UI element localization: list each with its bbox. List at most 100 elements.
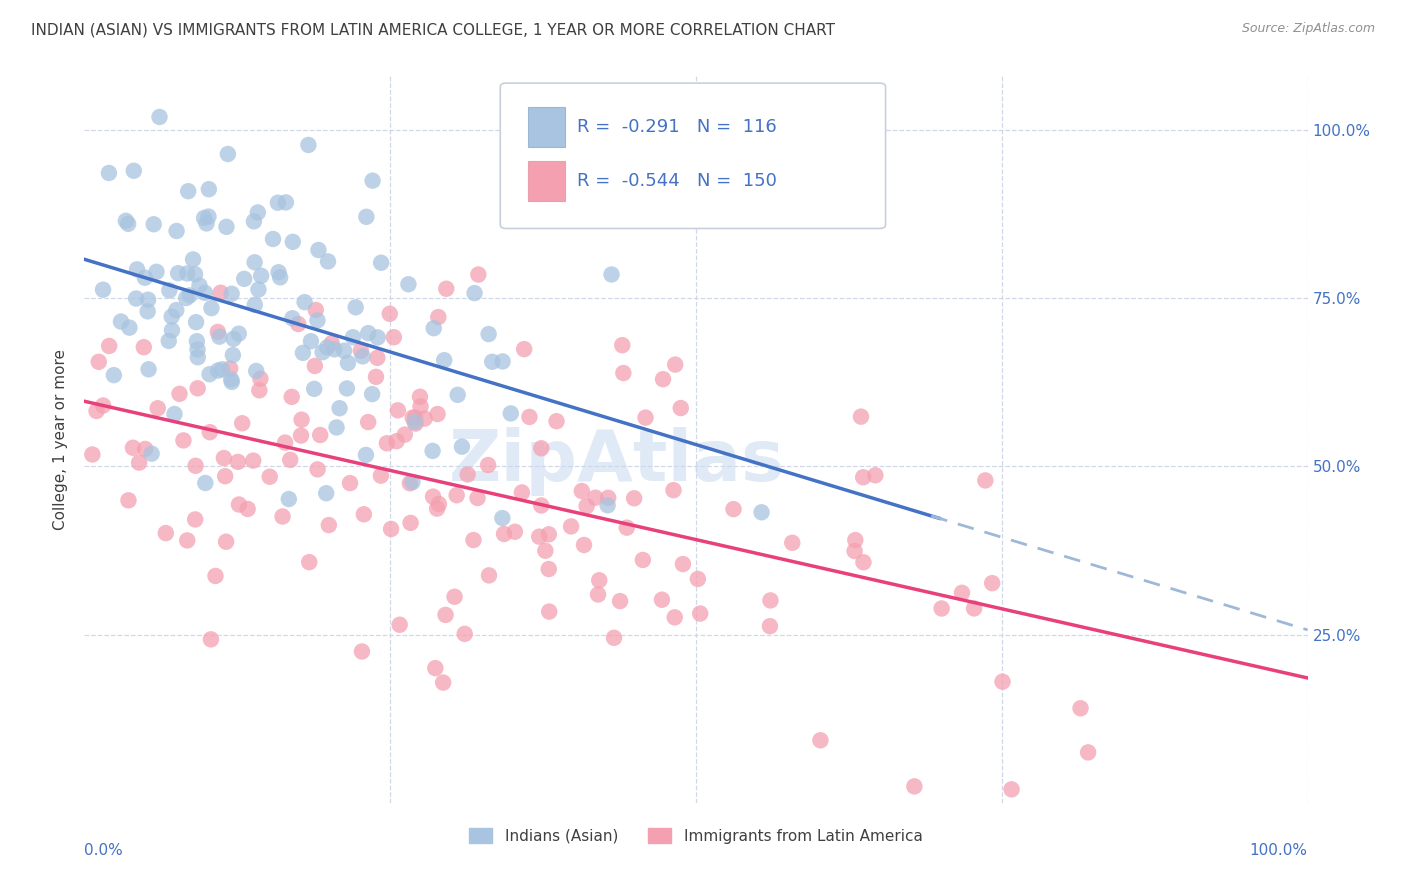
Point xyxy=(344,301,367,315)
Point xyxy=(446,488,468,502)
Point xyxy=(177,184,200,198)
Point xyxy=(425,661,447,675)
Point xyxy=(491,354,513,368)
Point xyxy=(302,382,325,396)
Point xyxy=(844,544,866,558)
Point xyxy=(200,301,222,315)
Point xyxy=(546,414,568,428)
Point xyxy=(339,476,361,491)
Point xyxy=(723,502,745,516)
Point xyxy=(122,163,145,178)
Point xyxy=(267,265,290,279)
Point xyxy=(467,268,489,282)
Point xyxy=(136,293,159,307)
Point xyxy=(603,631,626,645)
Point xyxy=(246,205,269,219)
Point xyxy=(491,511,513,525)
Point xyxy=(652,372,675,386)
Point xyxy=(1077,745,1099,759)
Legend: Indians (Asian), Immigrants from Latin America: Indians (Asian), Immigrants from Latin A… xyxy=(464,822,928,850)
Point xyxy=(366,351,388,365)
Point xyxy=(529,530,551,544)
Point xyxy=(299,334,322,349)
Point xyxy=(110,314,132,328)
Point xyxy=(118,320,141,334)
Point xyxy=(364,369,387,384)
Point xyxy=(207,363,229,377)
Point xyxy=(187,381,209,395)
Point xyxy=(242,453,264,467)
Point xyxy=(217,147,239,161)
Point xyxy=(277,491,299,506)
Point xyxy=(401,475,423,489)
Point xyxy=(321,336,343,351)
Point xyxy=(664,610,686,624)
Point xyxy=(530,442,553,456)
Point xyxy=(404,415,426,429)
Point xyxy=(271,509,294,524)
Point xyxy=(323,343,346,357)
Point xyxy=(405,417,427,431)
Point xyxy=(586,587,609,601)
Point xyxy=(157,284,180,298)
Point xyxy=(305,302,328,317)
Point xyxy=(499,406,522,420)
Point xyxy=(86,404,108,418)
Point xyxy=(464,286,486,301)
Point xyxy=(350,644,373,658)
Point xyxy=(291,346,314,360)
Point xyxy=(187,343,209,357)
Point xyxy=(352,349,374,363)
Point xyxy=(243,298,266,312)
Point xyxy=(212,450,235,465)
Point xyxy=(187,350,209,364)
Point xyxy=(443,590,465,604)
Point xyxy=(399,516,422,530)
Point xyxy=(176,533,198,548)
Point xyxy=(538,605,561,619)
Point xyxy=(247,384,270,398)
Point xyxy=(342,330,364,344)
Point xyxy=(134,270,156,285)
Point xyxy=(751,505,773,519)
Point xyxy=(612,366,634,380)
Point xyxy=(146,401,169,416)
Point xyxy=(513,342,536,356)
Point xyxy=(98,339,121,353)
Point xyxy=(204,569,226,583)
Point xyxy=(575,499,598,513)
Text: R =  -0.291   N =  116: R = -0.291 N = 116 xyxy=(578,118,778,136)
Point xyxy=(231,417,253,431)
Point xyxy=(991,674,1014,689)
Point xyxy=(537,527,560,541)
Point xyxy=(950,586,973,600)
Point xyxy=(434,282,457,296)
Point xyxy=(184,267,207,281)
Point xyxy=(198,182,221,196)
Point xyxy=(318,518,340,533)
Point xyxy=(128,456,150,470)
Point xyxy=(849,409,872,424)
Point xyxy=(207,325,229,339)
Point xyxy=(353,508,375,522)
Point xyxy=(176,267,198,281)
Point xyxy=(167,266,190,280)
Point xyxy=(759,619,782,633)
Point xyxy=(689,607,711,621)
Point xyxy=(427,310,450,324)
Point xyxy=(503,524,526,539)
Point xyxy=(481,355,503,369)
Point xyxy=(172,434,194,448)
Point xyxy=(228,326,250,341)
Point xyxy=(219,361,242,376)
Point xyxy=(457,467,479,482)
Point xyxy=(193,211,215,225)
Point xyxy=(138,362,160,376)
Point xyxy=(117,493,139,508)
Point xyxy=(686,572,709,586)
Point xyxy=(852,470,875,484)
Point xyxy=(316,254,339,268)
Point xyxy=(228,498,250,512)
Point xyxy=(91,399,114,413)
Point xyxy=(115,214,138,228)
